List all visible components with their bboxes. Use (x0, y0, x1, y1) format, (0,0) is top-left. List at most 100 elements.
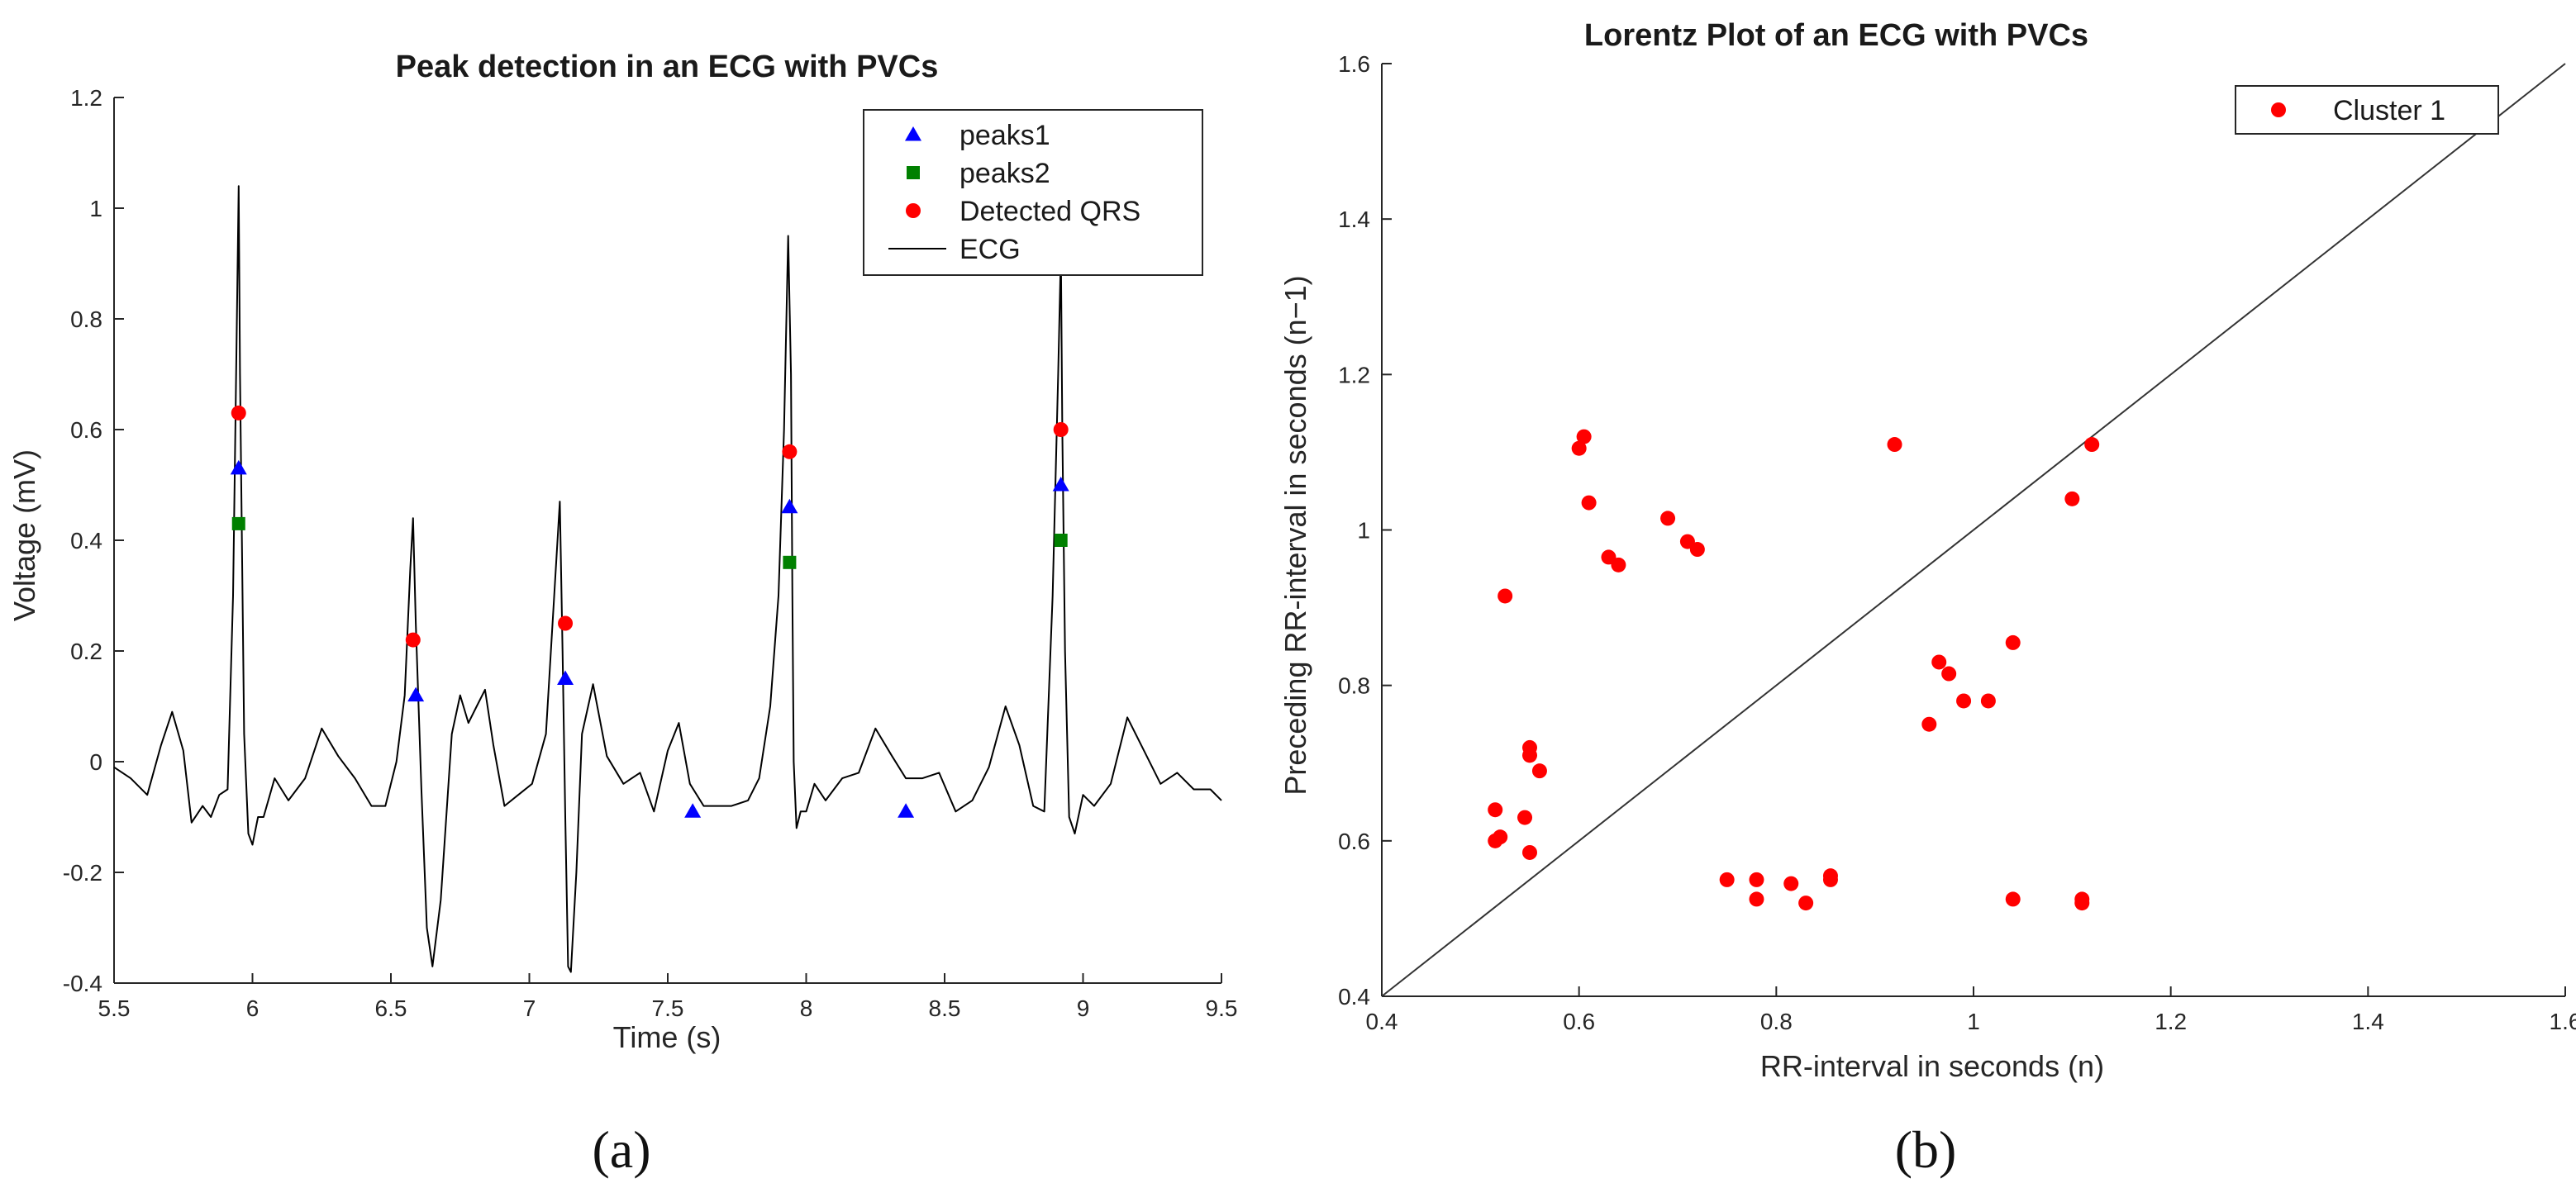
cluster-1-point (1931, 654, 1947, 670)
chart-a-y-tick-label: -0.4 (63, 971, 102, 996)
legend-peaks2-swatch (907, 166, 920, 179)
chart-b-legend: Cluster 1 (2235, 85, 2499, 135)
chart-a-y-tick-label: 0 (89, 749, 102, 775)
cluster-1-point (1660, 511, 1676, 526)
chart-a-x-tick-label: 7 (523, 995, 536, 1021)
cluster-1-point (2074, 896, 2090, 911)
legend-entry-label: Cluster 1 (2333, 95, 2445, 126)
chart-b-y-tick-label: 1 (1357, 518, 1370, 544)
chart-b-x-tick-label: 1.6 (2550, 1009, 2576, 1034)
chart-a-x-tick-label: 5.5 (98, 995, 131, 1021)
cluster-1-point (1719, 872, 1735, 887)
cluster-1-point (1522, 748, 1537, 763)
chart-a-legend: peaks1 peaks2 Detected QRS ECG (863, 109, 1203, 276)
chart-a-x-tick-label: 7.5 (652, 995, 684, 1021)
cluster-1-point (2064, 491, 2080, 506)
chart-a-x-tick-label: 6.5 (375, 995, 407, 1021)
cluster-1-point (1956, 693, 1972, 709)
cluster-1-point (1749, 872, 1764, 887)
chart-a-y-tick-label: 1 (89, 196, 102, 221)
peaks1-point (684, 803, 702, 818)
legend-detected-qrs-swatch (906, 203, 921, 218)
chart-a-y-tick-label: 0.8 (70, 306, 102, 332)
detected-qrs-point (782, 444, 798, 459)
legend-entry-label: peaks1 (959, 120, 1050, 151)
legend-entry-label: peaks2 (959, 158, 1050, 189)
chart-b-x-tick-label: 1 (1967, 1009, 1980, 1034)
chart-b-y-tick-label: 0.4 (1338, 984, 1370, 1010)
peaks2-point (231, 516, 245, 530)
ecg-line (113, 185, 1222, 973)
chart-a-y-tick-label: 0.6 (70, 417, 102, 443)
peaks1-point (407, 687, 425, 702)
chart-b-title: Lorentz Plot of an ECG with PVCs (1584, 18, 2088, 53)
chart-a-plot-area: 5.5 6 6.5 7 7.5 8 8.5 9 9.5 -0.4 -0.2 0 0.2 0.4 0.6 0.8… (63, 85, 1238, 1021)
cluster-1-point (1576, 429, 1592, 444)
cluster-1-point (1581, 495, 1597, 511)
peaks2-point (1054, 534, 1068, 547)
chart-panel-a: Peak detection in an ECG with PVCs Time … (7, 50, 1237, 1179)
chart-b-x-tick-label: 0.8 (1760, 1009, 1793, 1034)
chart-a-legend-box (863, 109, 1203, 276)
chart-a-x-tick-label: 6 (246, 995, 260, 1021)
chart-a-xlabel: Time (s) (613, 1020, 721, 1054)
cluster-1-point (1611, 557, 1626, 572)
chart-panel-b: Lorentz Plot of an ECG with PVCs RR-inte… (1278, 18, 2576, 1179)
chart-a-title: Peak detection in an ECG with PVCs (396, 50, 939, 84)
detected-qrs-point (558, 615, 574, 631)
detected-qrs-point (231, 405, 246, 420)
cluster-1-point (1822, 872, 1838, 887)
cluster-1-point (2005, 891, 2021, 907)
cluster-1-point (1887, 437, 1902, 453)
cluster-1-point (1783, 876, 1799, 891)
cluster-1-point (1517, 810, 1533, 825)
chart-a-x-tick-label: 9 (1077, 995, 1090, 1021)
cluster-1-point (1571, 440, 1587, 456)
chart-b-y-tick-label: 0.6 (1338, 829, 1370, 854)
legend-cluster-1-swatch (2271, 102, 2286, 117)
chart-b-x-tick-label: 1.2 (2155, 1009, 2187, 1034)
peaks1-point (557, 670, 574, 685)
chart-a-x-tick-label: 8 (800, 995, 813, 1021)
panel-label-b: (b) (1895, 1120, 1957, 1179)
chart-b-x-tick-label: 0.6 (1563, 1009, 1595, 1034)
chart-a-x-tick-label: 8.5 (929, 995, 961, 1021)
chart-a-y-tick-label: 0.4 (70, 528, 102, 553)
legend-peaks1-swatch (905, 126, 921, 141)
chart-b-y-tick-label: 1.2 (1338, 362, 1370, 387)
chart-b-y-tick-label: 0.8 (1338, 673, 1370, 699)
peaks1-point (1052, 477, 1069, 492)
cluster-1-point (2084, 437, 2100, 453)
cluster-1-point (2005, 634, 2021, 650)
chart-a-y-tick-label: 0.2 (70, 639, 102, 664)
detected-qrs-point (405, 632, 421, 648)
legend-entry-label: Detected QRS (959, 196, 1140, 227)
peaks2-point (783, 555, 797, 569)
peaks1-point (781, 498, 798, 514)
detected-qrs-point (1053, 422, 1069, 437)
cluster-1-point (1531, 763, 1547, 779)
cluster-1-point (1749, 891, 1764, 907)
chart-a-y-tick-label: 1.2 (70, 85, 102, 111)
cluster-1-point (1689, 542, 1705, 558)
identity-line (1381, 63, 2566, 997)
cluster-1-point (1522, 844, 1537, 860)
cluster-1-point (1498, 588, 1513, 604)
cluster-1-point (1798, 896, 1814, 911)
cluster-1-point (1941, 666, 1957, 682)
chart-b-y-tick-label: 1.4 (1338, 207, 1370, 232)
chart-b-ylabel: Preceding RR-interval in seconds (n−1) (1278, 275, 1312, 795)
peaks1-point (230, 459, 247, 475)
legend-entry-label: ECG (959, 234, 1021, 265)
chart-b-plot-area: 0.4 0.6 0.8 1 1.2 1.4 1.6 0.4 0.6 0.8 1 1.2 1.4 1.6 (1338, 51, 2576, 1034)
cluster-1-point (1921, 716, 1937, 732)
chart-b-y-tick-label: 1.6 (1338, 51, 1370, 77)
chart-b-x-tick-label: 0.4 (1366, 1009, 1398, 1034)
cluster-1-point (1493, 829, 1508, 845)
cluster-1-point (1488, 802, 1503, 818)
cluster-1-point (1980, 693, 1996, 709)
chart-b-x-tick-label: 1.4 (2352, 1009, 2384, 1034)
chart-a-ylabel: Voltage (mV) (7, 449, 41, 621)
chart-b-xlabel: RR-interval in seconds (n) (1760, 1049, 2104, 1083)
